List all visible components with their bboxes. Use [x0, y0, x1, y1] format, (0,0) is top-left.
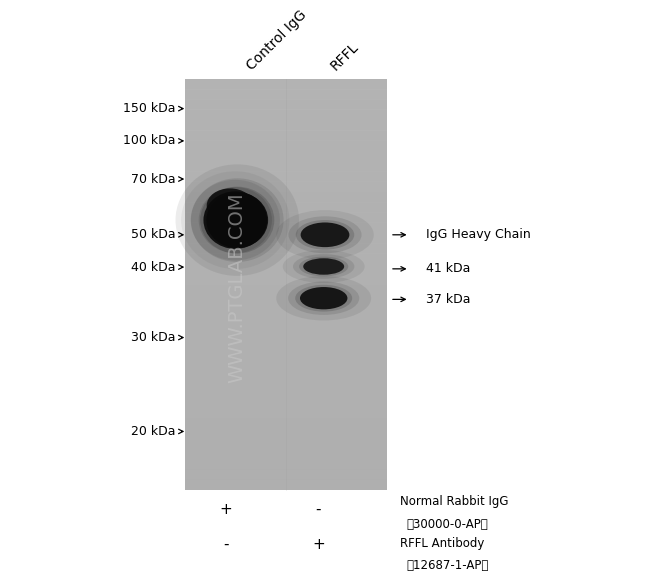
Ellipse shape — [176, 164, 299, 276]
Bar — [185, 346, 387, 356]
Bar — [185, 479, 387, 490]
Bar — [185, 397, 387, 408]
Text: 150 kDa: 150 kDa — [123, 102, 176, 115]
Bar — [185, 212, 387, 223]
Ellipse shape — [181, 171, 289, 269]
Bar — [185, 356, 387, 367]
Ellipse shape — [191, 178, 283, 262]
Ellipse shape — [303, 258, 345, 275]
Bar — [185, 448, 387, 459]
Ellipse shape — [296, 220, 354, 249]
Bar — [185, 387, 387, 398]
Bar — [185, 109, 387, 120]
Bar — [185, 130, 387, 141]
Bar — [185, 428, 387, 438]
Bar — [185, 469, 387, 480]
Ellipse shape — [295, 285, 352, 312]
Ellipse shape — [207, 193, 268, 248]
Bar — [185, 366, 387, 377]
Text: +: + — [312, 537, 325, 552]
Bar — [185, 99, 387, 110]
Text: Normal Rabbit IgG: Normal Rabbit IgG — [400, 495, 508, 508]
Text: IgG Heavy Chain: IgG Heavy Chain — [426, 228, 530, 241]
Bar — [185, 171, 387, 182]
Text: -: - — [223, 537, 228, 552]
Ellipse shape — [200, 187, 274, 254]
Bar — [185, 140, 387, 151]
Ellipse shape — [299, 257, 348, 276]
Text: 100 kDa: 100 kDa — [123, 134, 176, 147]
Text: （12687-1-AP）: （12687-1-AP） — [406, 559, 489, 572]
Text: 50 kDa: 50 kDa — [131, 228, 176, 241]
Text: 70 kDa: 70 kDa — [131, 173, 176, 185]
Bar — [185, 264, 387, 275]
Text: WWW.PTGLAB.COM: WWW.PTGLAB.COM — [227, 193, 247, 383]
Bar — [185, 89, 387, 100]
Text: 20 kDa: 20 kDa — [131, 425, 176, 438]
Bar — [185, 202, 387, 213]
Text: 37 kDa: 37 kDa — [426, 293, 470, 306]
Ellipse shape — [288, 282, 359, 315]
Ellipse shape — [203, 191, 267, 249]
Text: +: + — [219, 502, 232, 517]
Ellipse shape — [207, 188, 254, 222]
Bar — [185, 151, 387, 161]
Ellipse shape — [293, 254, 354, 279]
Bar — [185, 377, 387, 387]
Bar — [185, 79, 387, 490]
Bar — [185, 181, 387, 193]
Ellipse shape — [199, 187, 272, 253]
Text: Control IgG: Control IgG — [244, 8, 309, 73]
Bar — [185, 120, 387, 131]
Bar — [185, 438, 387, 449]
Ellipse shape — [283, 250, 365, 283]
Bar — [185, 315, 387, 326]
Bar — [185, 305, 387, 316]
Bar — [185, 79, 387, 89]
Bar — [185, 274, 387, 285]
Bar — [185, 407, 387, 418]
Bar — [185, 254, 387, 264]
Bar — [185, 233, 387, 244]
Text: （30000-0-AP）: （30000-0-AP） — [406, 518, 488, 531]
Ellipse shape — [300, 287, 347, 309]
Text: -: - — [316, 502, 321, 517]
Bar — [185, 191, 387, 203]
Ellipse shape — [276, 210, 374, 259]
Bar — [185, 161, 387, 171]
Ellipse shape — [190, 180, 280, 261]
Ellipse shape — [300, 222, 350, 247]
Bar — [185, 243, 387, 254]
Ellipse shape — [289, 217, 361, 254]
Bar — [185, 418, 387, 429]
Text: 41 kDa: 41 kDa — [426, 262, 470, 275]
Bar — [185, 284, 387, 295]
Ellipse shape — [276, 276, 371, 321]
Bar — [185, 335, 387, 346]
Text: RFFL Antibody: RFFL Antibody — [400, 537, 484, 550]
Text: 30 kDa: 30 kDa — [131, 331, 176, 344]
Bar — [185, 294, 387, 305]
Text: RFFL: RFFL — [328, 40, 362, 73]
Text: 40 kDa: 40 kDa — [131, 261, 176, 274]
Bar — [185, 459, 387, 470]
Bar — [185, 222, 387, 233]
Bar — [185, 325, 387, 336]
